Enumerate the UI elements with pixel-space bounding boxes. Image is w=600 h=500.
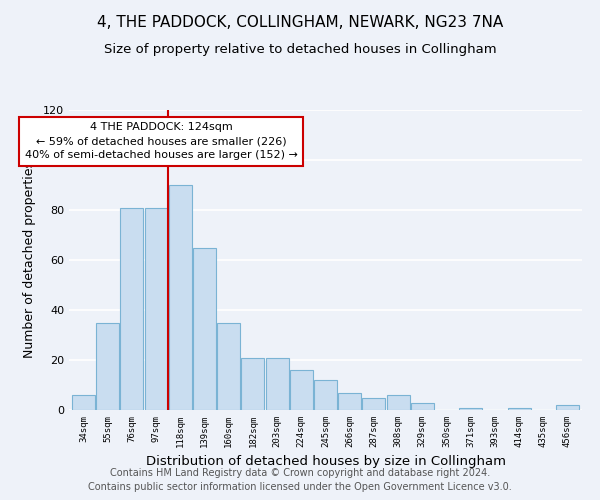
Bar — [96, 322, 119, 410]
Bar — [217, 322, 240, 410]
Bar — [556, 405, 579, 410]
Bar — [72, 395, 95, 410]
Bar — [241, 358, 265, 410]
Text: 4, THE PADDOCK, COLLINGHAM, NEWARK, NG23 7NA: 4, THE PADDOCK, COLLINGHAM, NEWARK, NG23… — [97, 15, 503, 30]
Text: Size of property relative to detached houses in Collingham: Size of property relative to detached ho… — [104, 42, 496, 56]
Bar — [411, 402, 434, 410]
Bar — [145, 208, 167, 410]
Bar — [290, 370, 313, 410]
Bar — [169, 185, 192, 410]
Bar — [121, 208, 143, 410]
Bar — [314, 380, 337, 410]
Text: 4 THE PADDOCK: 124sqm
← 59% of detached houses are smaller (226)
40% of semi-det: 4 THE PADDOCK: 124sqm ← 59% of detached … — [25, 122, 298, 160]
Text: Contains public sector information licensed under the Open Government Licence v3: Contains public sector information licen… — [88, 482, 512, 492]
Bar — [193, 248, 216, 410]
Bar — [338, 392, 361, 410]
Bar — [459, 408, 482, 410]
Bar — [508, 408, 530, 410]
Bar — [362, 398, 385, 410]
Bar — [386, 395, 410, 410]
Y-axis label: Number of detached properties: Number of detached properties — [23, 162, 36, 358]
X-axis label: Distribution of detached houses by size in Collingham: Distribution of detached houses by size … — [146, 456, 505, 468]
Bar — [266, 358, 289, 410]
Text: Contains HM Land Registry data © Crown copyright and database right 2024.: Contains HM Land Registry data © Crown c… — [110, 468, 490, 477]
